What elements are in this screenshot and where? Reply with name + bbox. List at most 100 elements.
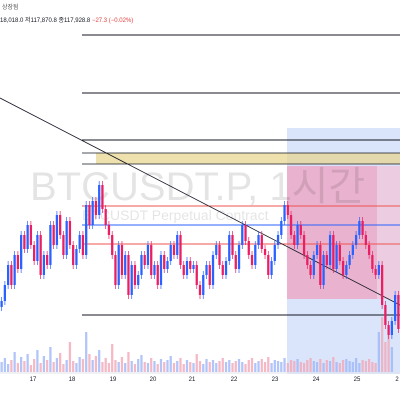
volume-bar	[208, 362, 211, 372]
candle-body	[364, 235, 367, 245]
volume-bar	[390, 347, 394, 372]
candle-body	[6, 265, 10, 285]
volume-bar	[6, 364, 10, 372]
volume-bar	[10, 360, 13, 372]
volume-bar	[46, 360, 49, 372]
candle-body	[250, 255, 254, 265]
candle-body	[120, 245, 124, 275]
volume-bar	[120, 357, 124, 372]
candle-body	[211, 255, 215, 285]
volume-bar	[33, 359, 36, 372]
volume-bar	[185, 360, 189, 372]
candle-body	[215, 245, 218, 255]
volume-bar	[0, 362, 3, 372]
candle-body	[52, 225, 55, 245]
candle-body	[117, 245, 120, 285]
volume-bar	[176, 361, 179, 372]
volume-bar	[289, 360, 293, 372]
volume-bar	[260, 359, 263, 372]
candle-body	[332, 235, 335, 269]
candle-body	[351, 245, 354, 255]
volume-bar	[195, 354, 198, 372]
volume-bar	[42, 356, 46, 372]
candle-body	[20, 235, 23, 269]
volume-bar	[270, 363, 273, 372]
candle-body	[198, 285, 202, 295]
volume-bar	[348, 361, 351, 372]
close-value: 117,928.8	[64, 18, 91, 24]
candle-body	[13, 255, 16, 285]
volume-bar	[13, 352, 16, 372]
candle-body	[88, 205, 91, 225]
volume-bar	[263, 362, 267, 372]
volume-bar	[94, 356, 98, 372]
volume-bar	[20, 357, 23, 372]
x-tick-label: 19	[110, 377, 117, 383]
volume-bar	[16, 363, 20, 372]
candle-body	[276, 235, 280, 245]
candle-body	[345, 265, 348, 275]
volume-bar	[202, 364, 205, 372]
high-value: 18,018.0	[0, 18, 24, 24]
volume-bar	[380, 317, 384, 372]
candle-body	[348, 255, 351, 265]
volume-bar	[91, 360, 94, 372]
x-tick-label: 23	[272, 377, 279, 383]
volume-bar	[72, 361, 75, 372]
candle-body	[244, 225, 247, 241]
candle-body	[159, 255, 163, 285]
volume-bar	[345, 359, 348, 372]
close-label: 종	[58, 18, 65, 24]
candle-body	[228, 235, 231, 261]
candle-body	[78, 235, 81, 249]
volume-bar	[88, 354, 91, 372]
volume-bar	[182, 364, 185, 372]
candle-body	[143, 255, 146, 265]
volume-bar	[237, 359, 241, 372]
candle-body	[286, 205, 289, 215]
x-tick-label: 20	[150, 377, 157, 383]
candle-body	[133, 265, 137, 285]
candle-body	[358, 221, 361, 235]
candles	[0, 181, 400, 339]
volume-bar	[65, 360, 68, 372]
volume-bar	[62, 364, 65, 372]
candle-body	[231, 235, 234, 255]
volume-bar	[257, 361, 260, 372]
candle-body	[189, 261, 192, 269]
candle-body	[270, 261, 273, 275]
candle-body	[81, 235, 85, 255]
candle-body	[319, 245, 322, 285]
volume-bar	[49, 347, 52, 372]
volume-bar	[140, 355, 143, 372]
volume-bar	[156, 364, 159, 372]
volume-bar	[159, 359, 163, 372]
volume-bar	[172, 363, 176, 372]
candle-body	[150, 245, 153, 275]
volume-bar	[166, 360, 169, 372]
candle-body	[325, 255, 328, 265]
volume-bar	[361, 360, 364, 372]
candle-body	[312, 255, 315, 275]
candle-body	[91, 201, 94, 225]
candle-body	[85, 205, 88, 255]
volume-bar	[224, 362, 228, 372]
volume-bar	[325, 360, 328, 372]
volume-bar	[52, 362, 55, 372]
candle-body	[293, 235, 296, 245]
candle-body	[280, 221, 283, 235]
candle-body	[163, 255, 166, 269]
low-value: 117,870.8	[30, 18, 57, 24]
volume-bar	[309, 358, 312, 372]
volume-bar	[306, 360, 309, 372]
x-tick-label: 24	[313, 377, 320, 383]
low-label: 저	[25, 18, 31, 24]
candle-body	[39, 235, 42, 275]
volume-bar	[150, 358, 153, 372]
volume-bar	[328, 361, 332, 372]
candle-body	[306, 255, 309, 265]
volume-bar	[335, 362, 338, 372]
candle-body	[192, 265, 195, 269]
candle-body	[309, 265, 312, 275]
